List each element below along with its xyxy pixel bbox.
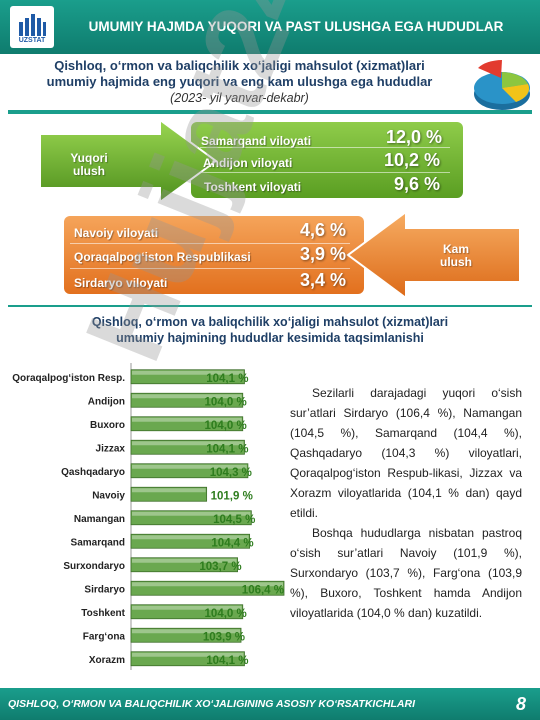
top-region-1: Samarqand viloyati bbox=[201, 134, 312, 148]
top-value-1: 12,0 % bbox=[385, 127, 442, 147]
low-value-3: 3,4 % bbox=[299, 270, 346, 290]
section-subtitle: Qishloq, o‘rmon va baliqchilik xo‘jaligi… bbox=[12, 58, 467, 106]
bar bbox=[130, 533, 251, 549]
subtitle-line-2: umumiy hajmida eng yuqori va eng kam ulu… bbox=[46, 74, 433, 89]
uzstat-logo: UZSTAT bbox=[10, 6, 54, 48]
category-label: Samarqand bbox=[71, 537, 125, 548]
top-share-panel bbox=[191, 122, 463, 198]
subtitle-period: (2023- yil yanvar-dekabr) bbox=[170, 91, 309, 105]
bar-value-label: 104,1 % bbox=[206, 373, 248, 385]
page-number: 8 bbox=[515, 694, 526, 714]
top-value-2: 10,2 % bbox=[383, 150, 440, 170]
growth-bar-chart: Qoraqalpog‘iston Resp. 104,1 % Andijon 104,… bbox=[12, 363, 285, 670]
divider bbox=[8, 305, 532, 307]
page-title: UMUMIY HAJMDA YUQORI VA PAST ULUSHGA EGA… bbox=[88, 19, 504, 34]
bar-highlight bbox=[132, 582, 283, 587]
bar-highlight bbox=[132, 394, 242, 399]
bar-chart-icon bbox=[19, 14, 46, 36]
bar-highlight bbox=[132, 558, 237, 563]
bar-highlight bbox=[132, 464, 247, 469]
bar bbox=[130, 651, 245, 667]
bar-value-label: 103,7 % bbox=[199, 561, 241, 573]
row-separator bbox=[70, 268, 350, 269]
bar bbox=[130, 627, 242, 643]
top-share-label: Yuqori ulush bbox=[70, 151, 108, 178]
paragraph-2: Boshqa hududlarga nisbatan pastroq o‘sis… bbox=[290, 526, 522, 620]
subtitle-line-1: Qishloq, o‘rmon va baliqchilik xo‘jaligi… bbox=[54, 58, 425, 73]
header-bar: UZSTAT UMUMIY HAJMDA YUQORI VA PAST ULUS… bbox=[0, 0, 540, 54]
bar-highlight bbox=[132, 605, 242, 610]
top-value-3: 9,6 % bbox=[393, 174, 440, 194]
bar bbox=[130, 486, 208, 502]
bar-value-label: 104,0 % bbox=[205, 420, 247, 432]
low-region-1: Navoiy viloyati bbox=[74, 226, 159, 240]
pie-chart-icon bbox=[474, 60, 530, 110]
paragraph-1: Sezilarli darajadagi yuqori o‘sish sur’a… bbox=[290, 386, 522, 520]
row-separator bbox=[70, 243, 350, 244]
bar bbox=[130, 439, 245, 455]
bar-highlight bbox=[132, 417, 242, 422]
bar-value-label: 104,0 % bbox=[205, 608, 247, 620]
low-region-3: Sirdaryo viloyati bbox=[74, 276, 168, 290]
bar-highlight bbox=[132, 535, 249, 540]
divider bbox=[8, 110, 532, 114]
bar bbox=[130, 557, 238, 573]
bar-highlight bbox=[132, 488, 206, 493]
chart-title: Qishloq, o‘rmon va baliqchilik xo‘jaligi… bbox=[40, 314, 500, 346]
category-label: Qoraqalpog‘iston Resp. bbox=[12, 373, 125, 384]
bar-highlight bbox=[132, 511, 251, 516]
chart-title-line-1: Qishloq, o‘rmon va baliqchilik xo‘jaligi… bbox=[91, 315, 449, 329]
bar-value-label: 103,9 % bbox=[203, 631, 245, 643]
bar bbox=[130, 369, 245, 385]
right-arrow-icon bbox=[40, 120, 218, 202]
bar-value-label: 106,4 % bbox=[242, 584, 284, 596]
chart-title-line-2: umumiy hajmining hududlar kesimida taqsi… bbox=[116, 331, 424, 345]
category-label: Xorazm bbox=[89, 655, 125, 666]
category-label: Andijon bbox=[88, 396, 125, 407]
category-label: Buxoro bbox=[90, 420, 125, 431]
category-label: Farg‘ona bbox=[83, 631, 126, 642]
bar-value-label: 104,5 % bbox=[213, 514, 255, 526]
left-arrow-icon bbox=[346, 212, 521, 298]
bar bbox=[130, 510, 252, 526]
bar bbox=[130, 604, 244, 620]
bar bbox=[130, 580, 285, 596]
bar-highlight bbox=[132, 370, 244, 375]
category-label: Namangan bbox=[74, 514, 125, 525]
low-share-label: Kam ulush bbox=[440, 242, 472, 269]
bar-value-label: 104,0 % bbox=[205, 396, 247, 408]
category-label: Qashqadaryo bbox=[61, 467, 125, 478]
bar bbox=[130, 416, 244, 432]
category-label: Jizzax bbox=[96, 443, 126, 454]
row-separator bbox=[200, 147, 450, 148]
logo-text: UZSTAT bbox=[18, 37, 46, 44]
bar-highlight bbox=[132, 652, 244, 657]
bar-value-label: 101,9 % bbox=[211, 490, 253, 502]
low-value-1: 4,6 % bbox=[299, 220, 346, 240]
category-label: Sirdaryo bbox=[84, 584, 125, 595]
bar-value-label: 104,1 % bbox=[206, 655, 248, 667]
low-region-2: Qoraqalpog‘iston Respublikasi bbox=[74, 250, 251, 264]
low-share-panel bbox=[64, 216, 364, 294]
bar bbox=[130, 463, 249, 479]
bar-value-label: 104,4 % bbox=[211, 537, 253, 549]
low-value-2: 3,9 % bbox=[299, 244, 346, 264]
bar-value-label: 104,3 % bbox=[210, 467, 252, 479]
category-label: Surxondaryo bbox=[63, 561, 125, 572]
category-label: Toshkent bbox=[81, 608, 125, 619]
description-text: Sezilarli darajadagi yuqori o‘sish sur’a… bbox=[290, 383, 522, 623]
bar-highlight bbox=[132, 441, 244, 446]
bar bbox=[130, 392, 244, 408]
footer-title: QISHLOQ, O‘RMON VA BALIQCHILIK XO‘JALIGI… bbox=[8, 698, 415, 710]
footer-bar: QISHLOQ, O‘RMON VA BALIQCHILIK XO‘JALIGI… bbox=[0, 688, 540, 720]
row-separator bbox=[200, 172, 450, 173]
category-label: Navoiy bbox=[92, 490, 125, 501]
bar-highlight bbox=[132, 629, 241, 634]
top-region-2: Andijon viloyati bbox=[203, 156, 293, 170]
top-region-3: Toshkent viloyati bbox=[204, 180, 302, 194]
bar-value-label: 104,1 % bbox=[206, 443, 248, 455]
